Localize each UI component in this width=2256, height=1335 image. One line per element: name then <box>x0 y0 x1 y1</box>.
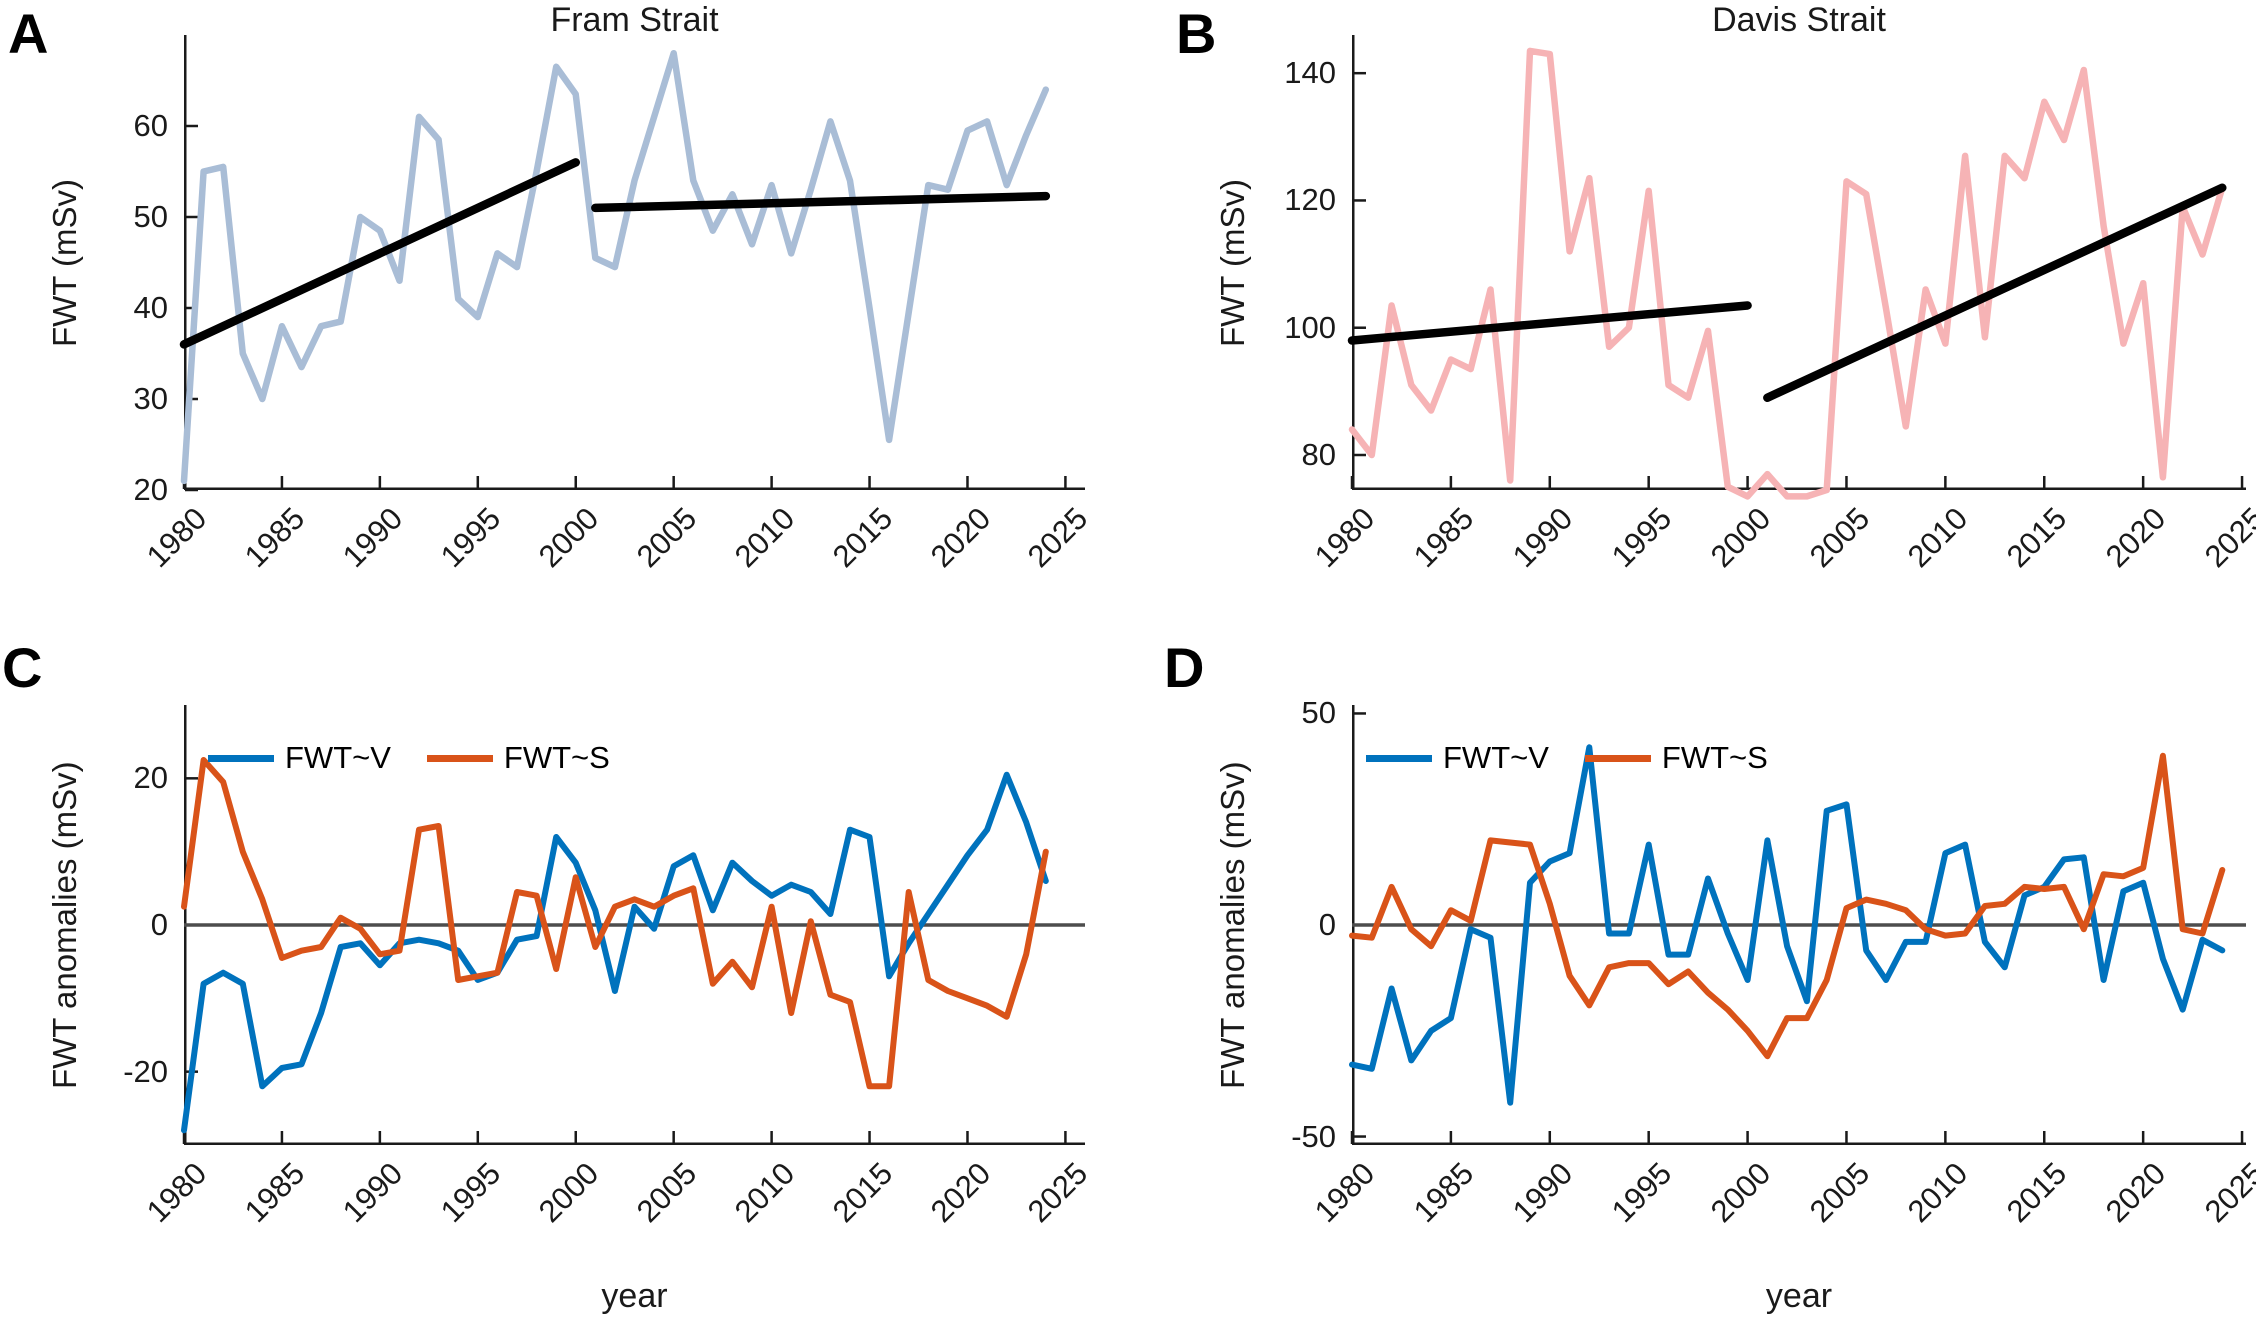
legend-swatch-fwt-v <box>208 754 274 762</box>
panel-letter-d: D <box>1164 636 1205 699</box>
legend-swatch-fwt-s <box>1584 754 1651 762</box>
y-tick-label: 30 <box>133 381 168 416</box>
legend-swatch-fwt-s <box>426 754 493 762</box>
legend-d: FWT~V FWT~S <box>1366 740 1804 776</box>
y-tick-label: 120 <box>1284 182 1336 218</box>
legend-swatch-fwt-v <box>1366 754 1432 762</box>
x-axis-label-d: year <box>1765 1277 1833 1315</box>
y-tick-label: 140 <box>1284 55 1336 91</box>
legend-label-fwt-s: FWT~S <box>1661 740 1768 775</box>
trend-line-1 <box>179 158 580 349</box>
plot-area-c <box>181 705 1085 1145</box>
legend-label-fwt-s: FWT~S <box>503 740 610 775</box>
trend-line-2 <box>591 191 1051 213</box>
legend-c: FWT~V FWT~S <box>208 740 646 776</box>
y-tick-label: 40 <box>133 290 168 325</box>
y-tick-label: 20 <box>133 472 168 507</box>
y-tick-label: 60 <box>133 108 168 143</box>
y-tick-label: 50 <box>1301 695 1336 731</box>
series-line-fwt-v <box>181 771 1049 1134</box>
legend-label-fwt-v: FWT~V <box>1443 740 1549 775</box>
series-line-fwt <box>1348 47 2226 500</box>
y-tick-label: 100 <box>1284 309 1336 345</box>
trend-line-1 <box>1347 301 1752 345</box>
y-tick-label: -20 <box>123 1053 168 1089</box>
y-tick-label: 20 <box>133 760 168 796</box>
y-tick-label: 0 <box>1318 907 1336 942</box>
trend-line-2 <box>1763 183 2227 402</box>
panel-letter-a: A <box>8 2 49 65</box>
y-tick-label: 80 <box>1301 437 1336 472</box>
panel-title-fram: Fram Strait <box>550 1 719 39</box>
plot-area-b <box>1347 35 2246 500</box>
series-line-fwt-s <box>1349 752 2226 1060</box>
axis-spines <box>184 35 1085 490</box>
panel-letter-c: C <box>2 636 43 699</box>
y-tick-label: -50 <box>1291 1118 1336 1154</box>
series-line-fwt-s <box>181 757 1049 1090</box>
y-tick-label: 0 <box>150 907 168 942</box>
plot-area-d <box>1349 705 2246 1145</box>
y-axis-label-a: FWT (mSv) <box>46 178 83 347</box>
x-axis-label-c: year <box>601 1277 668 1315</box>
y-tick-label: 50 <box>133 199 168 234</box>
series-line-fwt-v <box>1349 744 2226 1106</box>
legend-label-fwt-v: FWT~V <box>285 740 391 775</box>
panel-title-davis: Davis Strait <box>1712 1 1886 39</box>
panel-letter-b: B <box>1176 2 1217 65</box>
y-axis-label-b: FWT (mSv) <box>1214 178 1251 347</box>
series-line-fwt <box>180 49 1050 485</box>
plot-area-a <box>179 35 1085 492</box>
